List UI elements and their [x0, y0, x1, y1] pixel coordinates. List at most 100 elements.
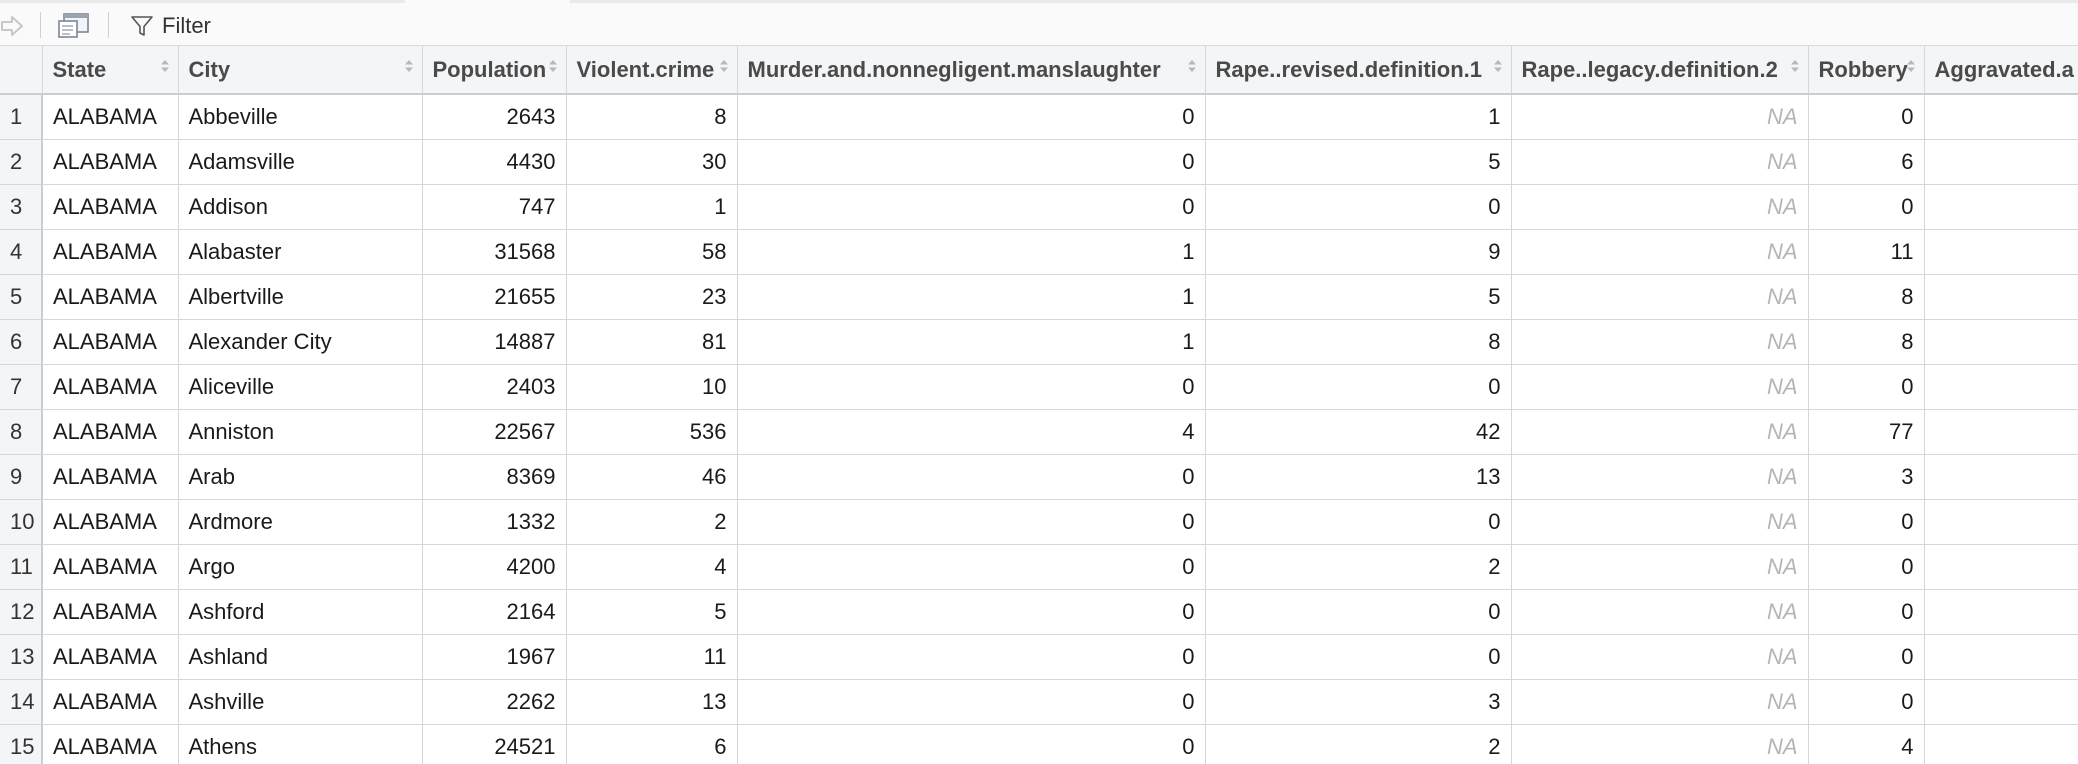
- cell-rape_rev: 1: [1205, 94, 1512, 140]
- cell-murder: 4: [737, 409, 1206, 455]
- toolbar-top-border: [0, 0, 2078, 3]
- sort-arrows-icon[interactable]: [719, 54, 729, 72]
- cell-aggravated: [1924, 409, 2078, 455]
- column-header-violent[interactable]: Violent.crime: [566, 46, 738, 95]
- sort-arrows-icon[interactable]: [1790, 54, 1800, 72]
- column-header-label: City: [188, 56, 231, 82]
- cell-aggravated: [1924, 454, 2078, 500]
- column-header-label: Violent.crime: [576, 56, 715, 82]
- table-row[interactable]: 5 ALABAMA Albertville 21655 23 1 5 NA 8: [0, 274, 2078, 320]
- table-row[interactable]: 12 ALABAMA Ashford 2164 5 0 0 NA 0: [0, 589, 2078, 635]
- cell-robbery: 0: [1808, 679, 1925, 725]
- table-row[interactable]: 6 ALABAMA Alexander City 14887 81 1 8 NA 8: [0, 319, 2078, 365]
- table-row[interactable]: 14 ALABAMA Ashville 2262 13 0 3 NA 0: [0, 679, 2078, 725]
- filter-icon: [130, 14, 154, 38]
- cell-state: ALABAMA: [42, 229, 179, 275]
- cell-aggravated: [1924, 634, 2078, 680]
- cell-rape_leg: NA: [1511, 634, 1809, 680]
- cell-robbery: 11: [1808, 229, 1925, 275]
- cell-robbery: 0: [1808, 544, 1925, 590]
- cell-violent: 4: [566, 544, 738, 590]
- cell-murder: 1: [737, 319, 1206, 365]
- column-header-state[interactable]: State: [42, 46, 179, 95]
- cell-population: 4200: [422, 544, 567, 590]
- cell-population: 22567: [422, 409, 567, 455]
- cell-city: Ashford: [178, 589, 423, 635]
- sort-arrows-icon[interactable]: [548, 54, 558, 72]
- column-header-aggravated[interactable]: Aggravated.a: [1924, 46, 2078, 95]
- cell-rape_rev: 8: [1205, 319, 1512, 365]
- table-row[interactable]: 11 ALABAMA Argo 4200 4 0 2 NA 0: [0, 544, 2078, 590]
- toolbar-divider: [40, 12, 41, 38]
- cell-aggravated: [1924, 724, 2078, 764]
- column-header-label: Population: [432, 56, 547, 82]
- row-number: 10: [0, 499, 43, 545]
- cell-state: ALABAMA: [42, 274, 179, 320]
- filter-button[interactable]: Filter: [130, 11, 211, 41]
- cell-rape_leg: NA: [1511, 319, 1809, 365]
- column-header-population[interactable]: Population: [422, 46, 567, 95]
- column-header-label: Murder.and.nonnegligent.manslaughter: [747, 56, 1161, 82]
- sort-arrows-icon[interactable]: [160, 54, 170, 72]
- cell-aggravated: [1924, 589, 2078, 635]
- cell-state: ALABAMA: [42, 139, 179, 185]
- cell-robbery: 0: [1808, 499, 1925, 545]
- cell-rape_rev: 0: [1205, 589, 1512, 635]
- table-row[interactable]: 8 ALABAMA Anniston 22567 536 4 42 NA 77: [0, 409, 2078, 455]
- table-row[interactable]: 9 ALABAMA Arab 8369 46 0 13 NA 3: [0, 454, 2078, 500]
- sort-arrows-icon[interactable]: [1906, 54, 1916, 72]
- row-number-header: [0, 46, 43, 95]
- cell-rape_leg: NA: [1511, 724, 1809, 764]
- cell-murder: 1: [737, 274, 1206, 320]
- show-in-new-window-icon[interactable]: [56, 11, 92, 41]
- header-row: State City Population Violent.crime Murder.a…: [0, 46, 2078, 95]
- cell-rape_leg: NA: [1511, 679, 1809, 725]
- column-header-rape_rev[interactable]: Rape..revised.definition.1: [1205, 46, 1512, 95]
- cell-city: Ashland: [178, 634, 423, 680]
- forward-arrow-icon[interactable]: [0, 13, 28, 39]
- sort-arrows-icon[interactable]: [404, 54, 414, 72]
- cell-rape_leg: NA: [1511, 499, 1809, 545]
- row-number: 8: [0, 409, 43, 455]
- toolbar-divider: [108, 12, 109, 38]
- data-grid: State City Population Violent.crime Murder.a…: [0, 46, 2078, 764]
- cell-robbery: 4: [1808, 724, 1925, 764]
- cell-aggravated: [1924, 274, 2078, 320]
- table-row[interactable]: 15 ALABAMA Athens 24521 6 0 2 NA 4: [0, 724, 2078, 764]
- cell-rape_leg: NA: [1511, 454, 1809, 500]
- sort-arrows-icon[interactable]: [1187, 54, 1197, 72]
- grid-body: 1 ALABAMA Abbeville 2643 8 0 1 NA 0 2 ALABAMA Adams…: [0, 94, 2078, 764]
- row-number: 6: [0, 319, 43, 365]
- table-row[interactable]: 3 ALABAMA Addison 747 1 0 0 NA 0: [0, 184, 2078, 230]
- cell-murder: 1: [737, 229, 1206, 275]
- row-number: 5: [0, 274, 43, 320]
- cell-rape_leg: NA: [1511, 544, 1809, 590]
- cell-murder: 0: [737, 94, 1206, 140]
- cell-state: ALABAMA: [42, 679, 179, 725]
- cell-rape_rev: 0: [1205, 184, 1512, 230]
- table-row[interactable]: 10 ALABAMA Ardmore 1332 2 0 0 NA 0: [0, 499, 2078, 545]
- table-row[interactable]: 7 ALABAMA Aliceville 2403 10 0 0 NA 0: [0, 364, 2078, 410]
- sort-arrows-icon[interactable]: [1493, 54, 1503, 72]
- cell-rape_leg: NA: [1511, 139, 1809, 185]
- cell-rape_rev: 5: [1205, 139, 1512, 185]
- column-header-murder[interactable]: Murder.and.nonnegligent.manslaughter: [737, 46, 1206, 95]
- table-row[interactable]: 4 ALABAMA Alabaster 31568 58 1 9 NA 11: [0, 229, 2078, 275]
- cell-city: Argo: [178, 544, 423, 590]
- column-header-robbery[interactable]: Robbery: [1808, 46, 1925, 95]
- cell-rape_rev: 42: [1205, 409, 1512, 455]
- cell-murder: 0: [737, 544, 1206, 590]
- cell-rape_rev: 9: [1205, 229, 1512, 275]
- table-row[interactable]: 2 ALABAMA Adamsville 4430 30 0 5 NA 6: [0, 139, 2078, 185]
- table-row[interactable]: 1 ALABAMA Abbeville 2643 8 0 1 NA 0: [0, 94, 2078, 140]
- row-number: 4: [0, 229, 43, 275]
- table-row[interactable]: 13 ALABAMA Ashland 1967 11 0 0 NA 0: [0, 634, 2078, 680]
- column-header-city[interactable]: City: [178, 46, 423, 95]
- cell-state: ALABAMA: [42, 364, 179, 410]
- row-number: 15: [0, 724, 43, 764]
- cell-murder: 0: [737, 454, 1206, 500]
- column-header-rape_leg[interactable]: Rape..legacy.definition.2: [1511, 46, 1809, 95]
- cell-state: ALABAMA: [42, 544, 179, 590]
- cell-murder: 0: [737, 184, 1206, 230]
- cell-rape_rev: 5: [1205, 274, 1512, 320]
